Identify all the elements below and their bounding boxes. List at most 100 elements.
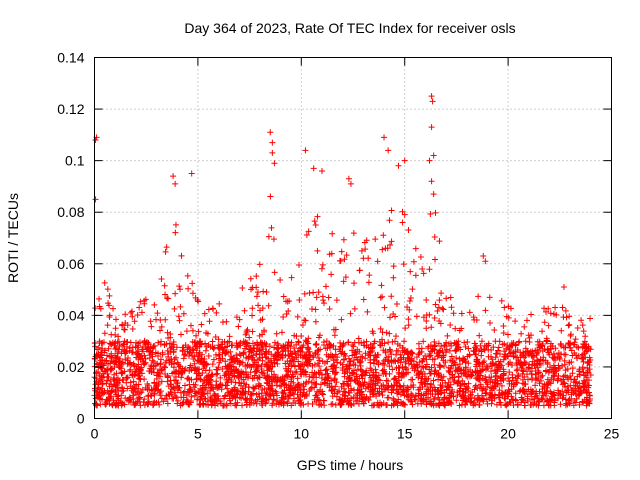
data-point <box>422 380 429 387</box>
data-point <box>363 237 370 244</box>
data-point <box>184 375 191 382</box>
data-point <box>386 330 393 337</box>
data-point <box>172 229 179 236</box>
data-point <box>209 338 216 345</box>
data-point <box>387 242 394 249</box>
data-point <box>539 342 546 349</box>
data-point <box>410 258 417 265</box>
data-point <box>457 382 464 389</box>
data-point <box>189 290 196 297</box>
data-point <box>584 390 591 397</box>
data-point <box>370 389 377 396</box>
data-point <box>191 353 198 360</box>
data-point <box>332 346 339 353</box>
data-point <box>151 380 158 387</box>
data-point <box>538 373 545 380</box>
data-point <box>230 363 237 370</box>
data-point <box>432 301 439 308</box>
data-point <box>394 399 401 406</box>
data-point <box>409 286 416 293</box>
data-point <box>186 368 193 375</box>
data-point <box>384 394 391 401</box>
data-point <box>382 356 389 363</box>
data-point <box>371 401 378 408</box>
data-point <box>172 180 179 187</box>
data-point <box>324 358 331 365</box>
data-point <box>151 342 158 349</box>
data-point <box>287 358 294 365</box>
data-point <box>188 170 195 177</box>
data-point <box>380 366 387 373</box>
data-point <box>267 385 274 392</box>
data-point <box>345 355 352 362</box>
data-point <box>261 351 268 358</box>
data-point <box>358 339 365 346</box>
data-point <box>254 289 261 296</box>
data-point <box>350 230 357 237</box>
data-point <box>295 398 302 405</box>
data-point <box>429 356 436 363</box>
data-point <box>468 372 475 379</box>
data-point <box>253 367 260 374</box>
data-point <box>491 327 498 334</box>
data-point <box>133 350 140 357</box>
data-point <box>120 376 127 383</box>
data-point <box>438 354 445 361</box>
data-point <box>467 391 474 398</box>
data-point <box>514 401 521 408</box>
data-point <box>312 221 319 228</box>
data-point <box>94 346 101 353</box>
data-point <box>341 373 348 380</box>
data-point <box>569 387 576 394</box>
data-point <box>112 354 119 361</box>
data-point <box>112 345 119 352</box>
data-point <box>92 381 99 388</box>
data-point <box>378 282 385 289</box>
data-point <box>148 393 155 400</box>
data-point <box>178 374 185 381</box>
data-point <box>347 395 354 402</box>
data-point <box>379 367 386 374</box>
data-point <box>301 317 308 324</box>
data-point <box>164 374 171 381</box>
data-point <box>130 378 137 385</box>
data-point <box>98 373 105 380</box>
data-point <box>177 303 184 310</box>
data-point <box>292 386 299 393</box>
data-point <box>321 379 328 386</box>
data-point <box>476 383 483 390</box>
data-point <box>535 348 542 355</box>
data-point <box>349 352 356 359</box>
plot-frame <box>94 57 612 419</box>
data-point <box>372 236 379 243</box>
data-point <box>331 363 338 370</box>
data-point <box>496 338 503 345</box>
data-point <box>429 98 436 105</box>
data-point <box>576 380 583 387</box>
data-point <box>309 400 316 407</box>
data-point <box>263 388 270 395</box>
data-point <box>404 393 411 400</box>
data-point <box>371 338 378 345</box>
data-point <box>370 402 377 409</box>
data-point <box>501 395 508 402</box>
data-point <box>326 306 333 313</box>
data-point <box>448 342 455 349</box>
data-point <box>495 347 502 354</box>
data-point <box>438 290 445 297</box>
x-tick-label: 20 <box>500 426 516 442</box>
data-point <box>579 398 586 405</box>
data-point <box>99 356 106 363</box>
data-point <box>400 382 407 389</box>
data-point <box>342 393 349 400</box>
data-point <box>338 248 345 255</box>
data-point <box>395 373 402 380</box>
data-point <box>205 341 212 348</box>
data-point <box>298 332 305 339</box>
data-point <box>548 366 555 373</box>
data-point <box>251 344 258 351</box>
data-point <box>390 395 397 402</box>
data-point <box>393 347 400 354</box>
data-point <box>117 365 124 372</box>
data-point <box>391 382 398 389</box>
